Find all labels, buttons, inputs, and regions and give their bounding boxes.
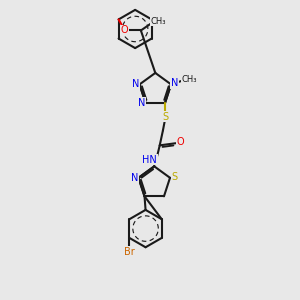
Text: O: O [121,26,128,35]
Text: CH₃: CH₃ [182,75,197,84]
Text: HN: HN [142,154,157,165]
Text: N: N [131,173,139,183]
Text: N: N [171,78,178,88]
Text: O: O [176,137,184,147]
Text: CH₃: CH₃ [151,17,166,26]
Text: Br: Br [124,247,135,257]
Text: S: S [162,112,169,122]
Text: N: N [138,98,146,108]
Text: S: S [172,172,178,182]
Text: N: N [132,80,140,89]
